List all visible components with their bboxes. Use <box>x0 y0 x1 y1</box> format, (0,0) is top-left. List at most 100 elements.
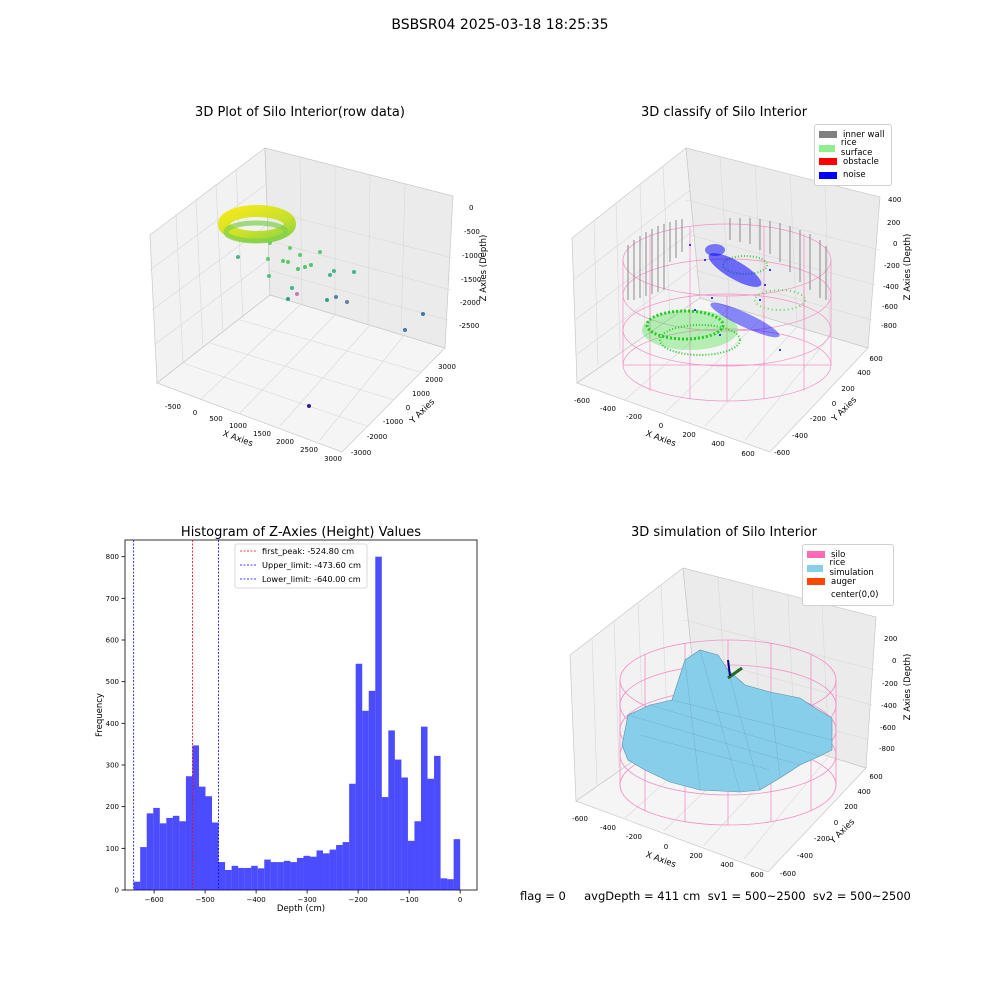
svg-text:-200: -200 <box>814 835 830 843</box>
svg-text:400: 400 <box>711 440 724 448</box>
histogram-bar <box>368 690 376 890</box>
svg-text:600: 600 <box>869 773 882 781</box>
x-tick-label: −100 <box>400 896 419 904</box>
svg-text:3000: 3000 <box>438 363 456 371</box>
histogram-x-axis-label: Depth (cm) <box>277 904 325 914</box>
svg-text:200: 200 <box>682 431 695 439</box>
sim-y-axis-label: Y Axies <box>827 817 857 847</box>
svg-text:-400: -400 <box>883 283 899 291</box>
y-tick-label: 100 <box>106 845 119 853</box>
histogram-bar <box>270 862 278 890</box>
x-tick-label: −300 <box>298 896 317 904</box>
y-tick-label: 200 <box>106 803 119 811</box>
svg-text:1500: 1500 <box>253 430 271 438</box>
legend-item-silo: silo <box>807 548 887 562</box>
histogram-y-axis-label: Frequency <box>95 693 105 737</box>
histogram-bar <box>381 797 389 890</box>
svg-text:200: 200 <box>844 803 857 811</box>
sim-z-axis-label: Z Axies (Depth) <box>903 654 913 721</box>
histogram-bar <box>323 853 330 890</box>
svg-text:600: 600 <box>750 871 763 879</box>
histogram-bar <box>355 663 363 890</box>
histogram-bar <box>303 855 310 890</box>
histogram-bar <box>440 878 448 890</box>
y-tick-label: 600 <box>106 637 119 645</box>
svg-text:2500: 2500 <box>300 446 318 454</box>
sim-center-marker <box>727 659 731 677</box>
histogram-bar <box>394 759 402 890</box>
histogram-bar <box>427 778 435 890</box>
histogram-bar <box>185 776 193 890</box>
histogram-bar <box>198 786 206 890</box>
histogram-bar <box>375 556 382 890</box>
svg-text:1000: 1000 <box>412 390 430 398</box>
histogram-bar <box>140 847 147 890</box>
classify-silo-wireframe <box>622 223 832 402</box>
svg-text:-600: -600 <box>882 303 898 311</box>
svg-text:-2000: -2000 <box>367 433 387 441</box>
svg-text:400: 400 <box>857 369 870 377</box>
histogram-bar <box>146 813 154 890</box>
raw-x-axis-label: X Axies <box>221 429 254 449</box>
x-tick-label: −500 <box>195 896 214 904</box>
raw-scatter-points <box>236 241 425 408</box>
svg-text:0: 0 <box>193 409 197 417</box>
svg-text:0: 0 <box>892 657 896 665</box>
svg-text:-2500: -2500 <box>459 322 479 330</box>
histogram-y-ticks: 0 100 200 300 400 500 600 700 800 <box>106 553 125 895</box>
histogram-bar <box>205 796 213 890</box>
histogram-bar <box>309 856 317 890</box>
svg-text:-600: -600 <box>572 815 588 823</box>
svg-text:200: 200 <box>689 852 702 860</box>
histogram-bar <box>218 862 226 890</box>
histogram-bar <box>329 849 337 890</box>
histogram-bar <box>277 862 284 890</box>
svg-text:400: 400 <box>857 788 870 796</box>
svg-text:-1500: -1500 <box>461 276 481 284</box>
sim-rice-surface <box>621 649 833 793</box>
svg-text:200: 200 <box>887 219 900 227</box>
svg-text:0: 0 <box>664 843 668 851</box>
svg-text:-400: -400 <box>797 852 813 860</box>
legend-first-peak: first_peak: -524.80 cm <box>262 546 354 556</box>
histogram-bar <box>362 710 369 890</box>
simulation-plot-title: 3D simulation of Silo Interior <box>631 525 818 540</box>
histogram-bar <box>283 860 291 890</box>
classify-z-axis-label: Z Axies (Depth) <box>903 234 913 301</box>
svg-text:-600: -600 <box>780 870 796 878</box>
svg-text:2000: 2000 <box>276 438 294 446</box>
histogram-legend: first_peak: -524.80 cm Upper_limit: -473… <box>234 543 368 589</box>
svg-text:1000: 1000 <box>229 422 247 430</box>
histogram-bar <box>153 807 160 890</box>
status-footer: flag = 0 avgDepth = 411 cm sv1 = 500~250… <box>520 889 911 903</box>
x-tick-label: −200 <box>349 896 368 904</box>
svg-text:0: 0 <box>406 404 410 412</box>
svg-text:-400: -400 <box>792 432 808 440</box>
histogram-bar <box>401 777 408 890</box>
legend-lower-limit: Lower_limit: -640.00 cm <box>262 574 361 584</box>
classify-plot-title: 3D classify of Silo Interior <box>641 105 808 120</box>
svg-text:400: 400 <box>720 861 733 869</box>
histogram-bar <box>166 817 173 890</box>
classify-3d-plot: 3D classify of Silo Interior <box>571 105 913 458</box>
histogram-bar <box>407 840 415 890</box>
classify-noise <box>689 244 781 351</box>
svg-text:-200: -200 <box>810 415 826 423</box>
svg-text:500: 500 <box>209 415 222 423</box>
histogram-bar <box>447 879 454 890</box>
svg-text:-2000: -2000 <box>460 299 480 307</box>
legend-item-rice-simulation: rice simulation <box>807 558 887 578</box>
classify-legend: inner wall rice surface obstacle noise <box>814 124 892 186</box>
svg-text:-800: -800 <box>879 745 895 753</box>
svg-text:0: 0 <box>659 422 663 430</box>
y-tick-label: 0 <box>115 887 119 895</box>
svg-text:-3000: -3000 <box>351 449 371 457</box>
histogram-x-ticks: −600 −500 −400 −300 −200 −100 0 <box>144 890 462 904</box>
histogram-bar <box>414 821 421 890</box>
legend-item-rice-surface: rice surface <box>819 138 885 158</box>
histogram-plot: Histogram of Z-Axies (Height) Values −60… <box>95 525 478 914</box>
histogram-bar <box>251 865 258 890</box>
svg-text:-600: -600 <box>574 397 590 405</box>
histogram-bar <box>244 867 252 890</box>
